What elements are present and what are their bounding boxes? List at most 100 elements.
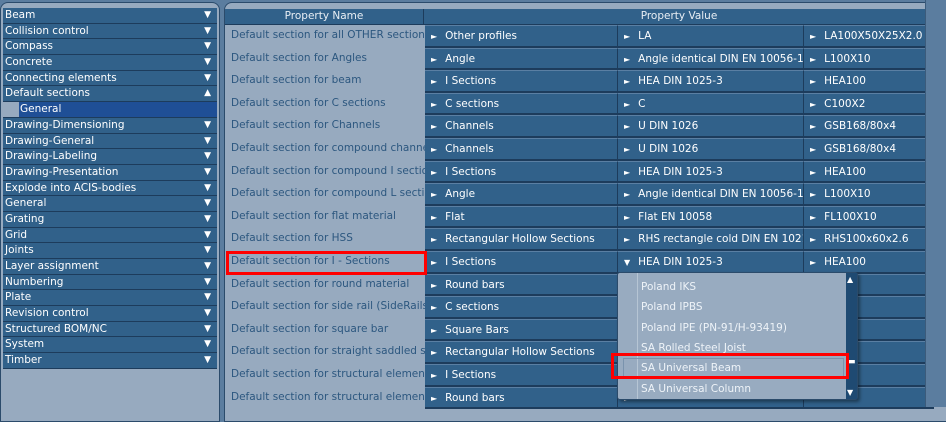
property-value-cell[interactable]: ► LA100X50X25X2.0 bbox=[804, 25, 934, 48]
property-value-cell[interactable]: ► HEA100 bbox=[804, 251, 934, 274]
property-name[interactable]: Default section for C sections bbox=[231, 96, 386, 109]
expand-arrow-icon[interactable]: ► bbox=[624, 145, 631, 154]
chevron-down-icon[interactable]: ▼ bbox=[204, 135, 211, 146]
property-value-cell[interactable]: ► Round bars bbox=[425, 386, 618, 410]
dropdown-option[interactable]: Poland IPE (PN-91/H-93419) bbox=[641, 321, 787, 334]
expand-arrow-icon[interactable]: ► bbox=[431, 190, 438, 200]
property-name[interactable]: Default section for Angles bbox=[231, 51, 367, 64]
property-name[interactable]: Default section for structural element (… bbox=[231, 390, 425, 403]
chevron-down-icon[interactable]: ▼ bbox=[204, 213, 211, 224]
property-value-cell[interactable]: ► Round bars bbox=[425, 273, 618, 297]
property-value-cell[interactable]: ► Angle identical DIN EN 10056-1 bbox=[618, 183, 804, 206]
expand-arrow-icon[interactable]: ► bbox=[810, 190, 817, 200]
expand-arrow-icon[interactable]: ► bbox=[624, 77, 631, 87]
property-value-cell[interactable]: ► Channels bbox=[425, 138, 618, 161]
property-value-cell[interactable]: ► C bbox=[618, 92, 804, 116]
property-value-cell[interactable]: ► Flat EN 10058 bbox=[618, 205, 804, 229]
chevron-down-icon[interactable]: ▼ bbox=[204, 292, 211, 303]
sidebar-item[interactable]: Numbering ▼ bbox=[3, 274, 217, 291]
property-name[interactable]: Default section for compound L sections bbox=[231, 187, 425, 200]
dropdown-option[interactable]: SA Universal Beam bbox=[641, 362, 742, 375]
sidebar-item[interactable]: Concrete ▼ bbox=[3, 55, 217, 71]
property-name[interactable]: Default section for flat material bbox=[231, 209, 396, 222]
expand-arrow-icon[interactable]: ► bbox=[431, 235, 438, 245]
expand-arrow-icon[interactable]: ► bbox=[431, 280, 438, 290]
property-value-cell[interactable]: ► FL100X10 bbox=[804, 205, 934, 229]
chevron-down-icon[interactable]: ▼ bbox=[204, 10, 211, 20]
property-name[interactable]: Default section for structural element (… bbox=[231, 368, 425, 380]
property-value-cell[interactable]: ► Angle bbox=[425, 47, 618, 71]
property-name[interactable]: Default section for compound I sections bbox=[231, 164, 425, 177]
expand-arrow-icon[interactable]: ► bbox=[431, 371, 438, 380]
property-value-cell[interactable]: ► HEA DIN 1025-3 bbox=[618, 160, 804, 184]
dropdown-option[interactable]: Poland IPBS bbox=[641, 301, 703, 314]
sidebar-item[interactable]: System ▼ bbox=[3, 337, 217, 354]
sidebar-item[interactable]: Explode into ACIS-bodies ▼ bbox=[3, 180, 217, 197]
sidebar-item[interactable]: Structured BOM/NC ▼ bbox=[3, 321, 217, 338]
property-value-cell[interactable]: ► Rectangular Hollow Sections bbox=[425, 341, 618, 364]
property-value-cell[interactable]: ► C sections bbox=[425, 92, 618, 116]
expand-arrow-icon[interactable]: ► bbox=[624, 212, 631, 222]
property-name[interactable]: Default section for compound channels bbox=[231, 142, 425, 154]
chevron-down-icon[interactable]: ▼ bbox=[204, 355, 211, 366]
sidebar-item[interactable]: Drawing-Dimensioning ▼ bbox=[3, 117, 217, 134]
property-value-cell[interactable]: ► L100X10 bbox=[804, 47, 934, 71]
expand-arrow-icon[interactable]: ► bbox=[810, 99, 817, 109]
property-name[interactable]: Default section for straight saddled sta… bbox=[231, 345, 425, 358]
property-value-cell[interactable]: ► C sections bbox=[425, 296, 618, 319]
property-name[interactable]: Default section for side rail (SideRails… bbox=[231, 300, 425, 313]
dropdown-option[interactable]: SA Rolled Steel Joist bbox=[641, 341, 746, 354]
chevron-down-icon[interactable]: ▼ bbox=[204, 245, 211, 256]
expand-arrow-icon[interactable]: ► bbox=[624, 32, 631, 41]
sidebar-item[interactable]: General ▼ bbox=[3, 196, 217, 212]
sidebar-subitem-selected[interactable]: General bbox=[3, 102, 217, 118]
property-name[interactable]: Default section for beam bbox=[231, 74, 362, 87]
property-value-cell[interactable]: ► GSB168/80x4 bbox=[804, 138, 934, 161]
expand-arrow-icon[interactable]: ► bbox=[624, 235, 631, 245]
property-name[interactable]: Default section for round material bbox=[231, 277, 410, 290]
property-value-cell[interactable]: ► Flat bbox=[425, 205, 618, 229]
property-value-cell[interactable]: ► I Sections bbox=[425, 364, 618, 387]
expand-arrow-icon[interactable]: ► bbox=[624, 99, 631, 109]
expand-arrow-icon[interactable]: ► bbox=[810, 122, 817, 132]
sidebar-item[interactable]: Beam ▼ bbox=[3, 8, 217, 24]
expand-arrow-icon[interactable]: ► bbox=[624, 190, 631, 200]
expand-arrow-icon[interactable]: ► bbox=[431, 393, 438, 403]
sidebar-item[interactable]: Drawing-General ▼ bbox=[3, 133, 217, 150]
scroll-thumb[interactable]: ▬ bbox=[847, 357, 856, 367]
property-name[interactable]: Default section for I - Sections bbox=[231, 255, 390, 267]
property-value-cell[interactable]: ► HEA DIN 1025-3 bbox=[618, 70, 804, 93]
sidebar-item[interactable]: Grating ▼ bbox=[3, 211, 217, 228]
header-property-name[interactable]: Property Name bbox=[225, 9, 424, 25]
chevron-down-icon[interactable]: ▼ bbox=[204, 166, 211, 177]
expand-arrow-icon[interactable]: ► bbox=[810, 77, 817, 87]
expand-arrow-icon[interactable]: ► bbox=[431, 99, 438, 109]
header-property-value[interactable]: Property Value bbox=[424, 9, 934, 25]
chevron-down-icon[interactable]: ▼ bbox=[204, 229, 211, 240]
property-value-cell[interactable]: ► C100X2 bbox=[804, 92, 934, 116]
sidebar-item[interactable]: Compass ▼ bbox=[3, 39, 217, 56]
expand-arrow-icon[interactable]: ► bbox=[624, 167, 631, 177]
sidebar-item[interactable]: Layer assignment ▼ bbox=[3, 259, 217, 275]
chevron-down-icon[interactable]: ▼ bbox=[204, 182, 211, 193]
sidebar-item[interactable]: Timber ▼ bbox=[3, 353, 217, 369]
dropdown-scrollbar[interactable]: ▲ ▬ ▼ bbox=[846, 273, 857, 399]
dropdown-option[interactable]: SA Universal Column bbox=[641, 382, 751, 395]
sidebar-item[interactable]: Drawing-Labeling ▼ bbox=[3, 149, 217, 165]
expand-arrow-icon[interactable]: ► bbox=[624, 122, 631, 132]
property-value-cell[interactable]: ► GSB168/80x4 bbox=[804, 115, 934, 138]
chevron-down-icon[interactable]: ▼ bbox=[204, 261, 211, 271]
sidebar-item[interactable]: Grid ▼ bbox=[3, 227, 217, 244]
property-value-cell[interactable]: ► L100X10 bbox=[804, 183, 934, 206]
chevron-down-icon[interactable]: ▼ bbox=[204, 57, 211, 68]
expand-arrow-icon[interactable]: ► bbox=[810, 54, 817, 64]
property-value-cell[interactable]: ► RHS rectangle cold DIN EN 10219-2 bbox=[618, 228, 804, 251]
expand-arrow-icon[interactable]: ► bbox=[810, 145, 817, 154]
profile-dropdown-list[interactable]: Poland IKS Poland IPBS Poland IPE (PN-91/H… bbox=[617, 272, 858, 400]
scroll-down-icon[interactable]: ▼ bbox=[847, 388, 854, 397]
property-value-cell[interactable]: ► Other profiles bbox=[425, 25, 618, 48]
expand-arrow-icon[interactable]: ► bbox=[431, 348, 438, 358]
property-value-cell[interactable]: ► Angle bbox=[425, 183, 618, 206]
scroll-up-icon[interactable]: ▲ bbox=[847, 275, 854, 284]
sidebar-item[interactable]: Drawing-Presentation ▼ bbox=[3, 164, 217, 181]
